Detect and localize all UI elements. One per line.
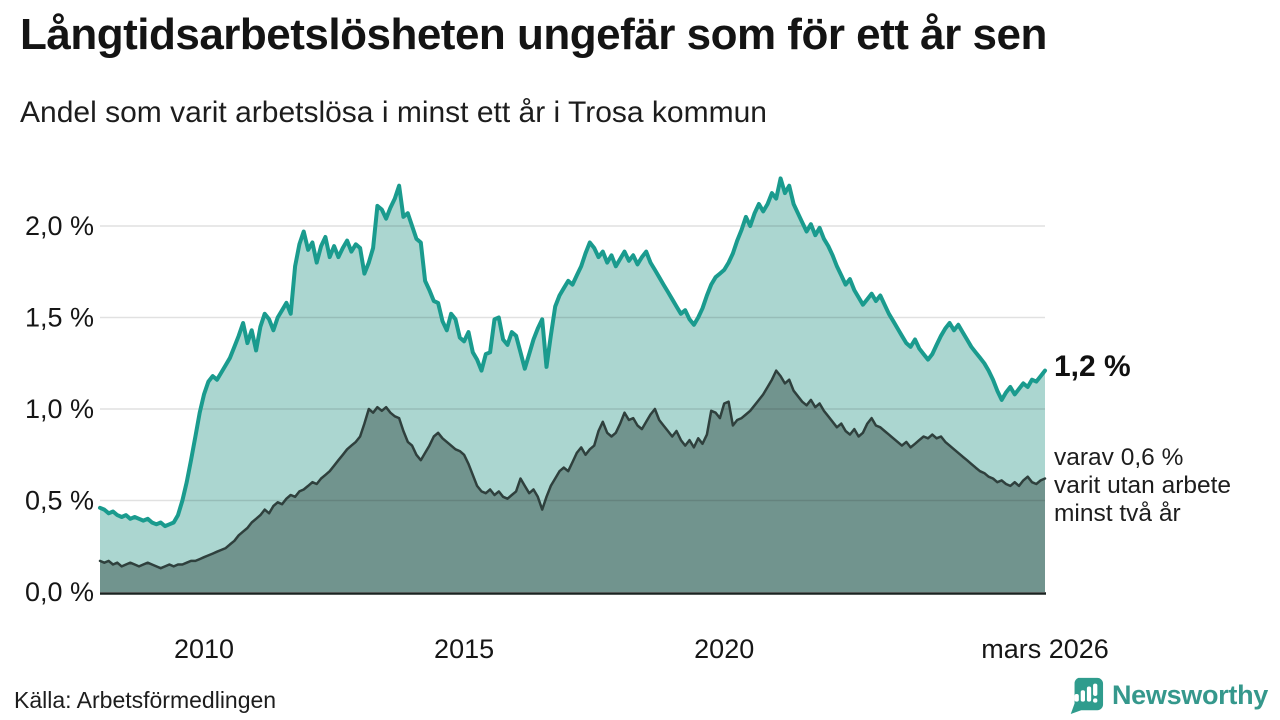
y-tick-label: 1,5 % (25, 303, 94, 333)
series-line-0 (98, 176, 1047, 529)
y-tick-label: 0,5 % (25, 486, 94, 516)
newsworthy-logo-icon (1070, 677, 1104, 714)
chart-series-lines (98, 176, 1047, 570)
page-title: Långtidsarbetslösheten ungefär som för e… (20, 10, 1047, 59)
x-tick-label: 2015 (434, 634, 494, 664)
y-tick-label: 0,0 % (25, 577, 94, 607)
newsworthy-logo: Newsworthy (1066, 676, 1268, 714)
x-tick-label: 2020 (694, 634, 754, 664)
chart-area-fills (100, 178, 1045, 592)
area-fill-1 (100, 370, 1045, 592)
source-caption: Källa: Arbetsförmedlingen (14, 687, 277, 713)
y-tick-label: 1,0 % (25, 394, 94, 424)
x-axis-tick-labels: 2010 2015 2020 mars 2026 (174, 634, 1109, 664)
chart-gridlines (100, 225, 1045, 502)
x-tick-label: 2010 (174, 634, 234, 664)
chart-subtitle: Andel som varit arbetslösa i minst ett å… (20, 96, 767, 129)
x-tick-label: mars 2026 (981, 634, 1109, 664)
series-line-1 (98, 369, 1047, 570)
latest-value-label: 1,2 % (1054, 350, 1131, 383)
secondary-series-annotation: varav 0,6 % varit utan arbete minst två … (1054, 444, 1232, 527)
y-tick-label: 2,0 % (25, 211, 94, 241)
newsworthy-wordmark: Newsworthy (1111, 679, 1268, 710)
y-axis-tick-labels: 0,0 % 0,5 % 1,0 % 1,5 % 2,0 % (25, 211, 94, 607)
